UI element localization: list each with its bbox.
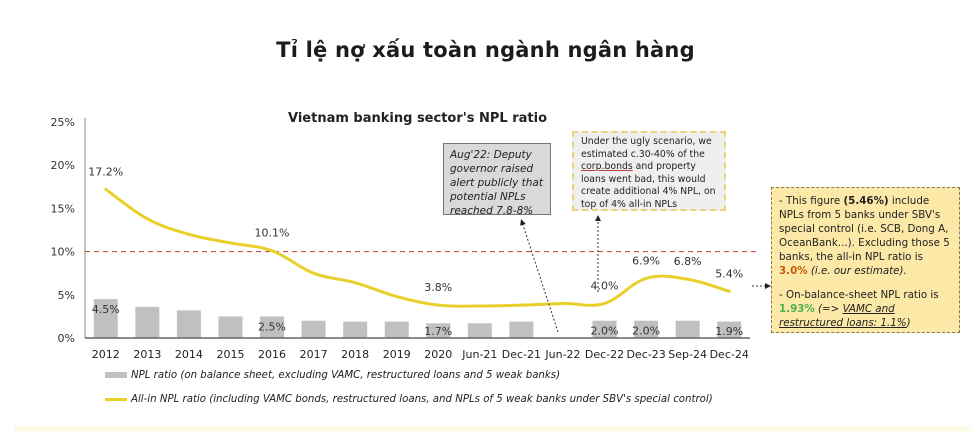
bar-data-label: 1.9% [715,325,743,338]
legend-item-bar: NPL ratio (on balance sheet, excluding V… [105,363,713,387]
ugly-text-end: and property loans went bad, this would … [581,161,716,210]
bottom-strip [14,426,971,432]
ugly-scenario-annotation: Under the ugly scenario, we estimated c.… [572,131,726,211]
line-data-label: 4.0% [591,279,619,292]
bar-series [93,299,742,338]
y-axis: 0% 5% 10% 15% 20% 25% [51,116,86,345]
npl-note-annotation: - This figure (5.46%) include NPLs from … [771,187,960,333]
line-data-label: 5.4% [715,267,743,280]
bar-data-label: 2.0% [591,325,619,338]
legend-item-line: All-in NPL ratio (including VAMC bonds, … [105,387,713,411]
bar [135,306,160,338]
bar [675,320,700,338]
bar-data-label: 2.5% [258,320,286,333]
bar-data-label: 2.0% [632,325,660,338]
note-text: (=> [814,303,843,315]
note-vamc-text: VAMC and restructured loans: 1.1% [779,303,907,329]
x-tick-label: 2020 [424,348,452,361]
x-tick-label: Jun-22 [544,348,580,361]
y-tick-label: 15% [51,202,75,215]
y-tick-label: 20% [51,159,75,172]
bar [717,321,742,338]
x-tick-label: 2019 [383,348,411,361]
line-series [104,187,731,308]
bar-swatch-icon [105,372,127,378]
line-data-label: 6.9% [632,254,660,267]
note-balance-value: 1.93% [779,303,815,315]
x-tick-label: 2017 [300,348,328,361]
line-swatch-icon [105,397,127,401]
bar [509,321,534,338]
x-tick-label: Dec-23 [626,348,665,361]
note-text: (i.e. our estimate). [807,265,907,277]
ugly-text: Under the ugly scenario, we estimated c.… [581,136,712,160]
legend-bar-label: NPL ratio (on balance sheet, excluding V… [131,369,561,381]
x-tick-label: Dec-22 [585,348,624,361]
x-tick-label: Dec-21 [502,348,541,361]
note-estimate-value: 3.0% [779,265,808,277]
x-tick-label: 2015 [216,348,244,361]
line-data-label: 17.2% [88,165,123,178]
x-tick-label: 2012 [92,348,120,361]
bar [634,320,659,338]
bar [384,321,409,338]
line-data-label: 6.8% [674,255,702,268]
bar [93,299,118,338]
bar [592,320,617,338]
line-data-label: 3.8% [424,281,452,294]
page-title: Tỉ lệ nợ xấu toàn ngành ngân hàng [276,38,695,62]
y-tick-label: 0% [58,332,75,345]
x-tick-label: Sep-24 [668,348,707,361]
note-text: ) [906,317,911,329]
legend: NPL ratio (on balance sheet, excluding V… [105,363,713,411]
bar-data-label: 1.7% [424,325,452,338]
line-data-label: 10.1% [255,227,290,240]
note-text: - This figure [779,195,844,207]
aug22-annotation: Aug'22: Deputy governor raised alert pub… [443,143,551,217]
bar [426,323,451,338]
y-tick-label: 5% [58,289,75,302]
data-labels: 17.2% 10.1% 3.8% 4.0% 6.9% 6.8% 5.4% 4.5% 2.5% 1.… [88,165,743,338]
legend-line-label: All-in NPL ratio (including VAMC bonds, … [131,393,713,405]
bar [218,316,243,338]
bar [176,310,201,338]
y-tick-label: 25% [51,116,75,129]
bar-data-label: 4.5% [92,303,120,316]
x-axis: 2012 2013 2014 2015 2016 2017 2018 2019 2020 Jun-… [85,337,750,361]
bar [260,316,285,338]
bar [467,323,492,338]
ugly-underlined: corp.bonds [581,161,633,173]
x-tick-label: 2014 [175,348,203,361]
chart-title: Vietnam banking sector's NPL ratio [288,111,548,126]
aug22-arrow [520,219,559,333]
x-tick-label: Dec-24 [710,348,749,361]
x-tick-label: 2013 [133,348,161,361]
bar [301,320,326,338]
note-figure: (5.46%) [843,195,889,207]
all-in-npl-line [104,187,731,308]
note-text: - On-balance-sheet NPL ratio is [779,289,939,301]
note-text: include NPLs from 5 banks under SBV's sp… [779,195,950,263]
y-tick-label: 10% [51,246,75,259]
x-tick-label: Jun-21 [461,348,497,361]
x-tick-label: 2018 [341,348,369,361]
bar [343,321,368,338]
x-tick-label: 2016 [258,348,286,361]
